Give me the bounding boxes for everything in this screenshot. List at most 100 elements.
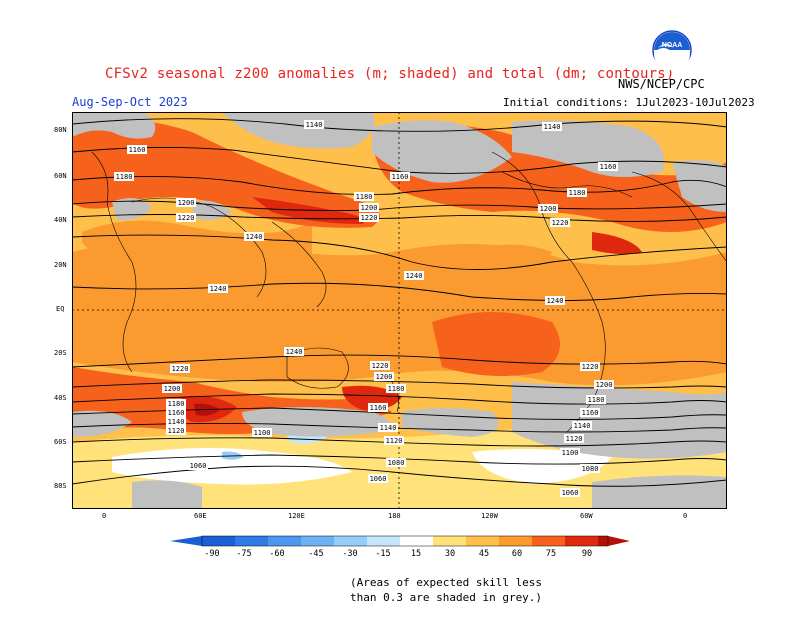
contour-label: 1240 xyxy=(404,271,424,280)
svg-text:1060: 1060 xyxy=(190,462,207,470)
contour-label: 1080 xyxy=(580,464,600,473)
lat-label: 60N xyxy=(54,172,67,180)
svg-text:1200: 1200 xyxy=(361,204,378,212)
contour-label: 1140 xyxy=(572,421,592,430)
colorbar: -90 -75 -60 -45 -30 -15 15 30 45 60 75 9… xyxy=(170,535,630,559)
contour-label: 1100 xyxy=(252,428,272,437)
svg-text:1160: 1160 xyxy=(600,163,617,171)
svg-text:1120: 1120 xyxy=(168,427,185,435)
colorbar-swatch xyxy=(202,536,235,546)
svg-text:1160: 1160 xyxy=(168,409,185,417)
contour-label: 1220 xyxy=(176,213,196,222)
svg-text:1240: 1240 xyxy=(246,233,263,241)
contour-label: 1120 xyxy=(166,426,186,435)
svg-text:1200: 1200 xyxy=(540,205,557,213)
eurasia-anomaly-strong xyxy=(72,118,380,228)
contour-label: 1220 xyxy=(359,213,379,222)
svg-text:1240: 1240 xyxy=(210,285,227,293)
svg-text:1160: 1160 xyxy=(392,173,409,181)
asia-anomaly xyxy=(82,220,312,267)
contour-label: 1220 xyxy=(580,362,600,371)
svg-text:1140: 1140 xyxy=(380,424,397,432)
contour-label: 1180 xyxy=(166,399,186,408)
contour-label: 1220 xyxy=(550,218,570,227)
lat-label: 40N xyxy=(54,216,67,224)
lon-label: 0 xyxy=(683,512,688,520)
tropical-anomaly xyxy=(72,238,727,386)
lat-label: EQ xyxy=(56,305,65,313)
contour-label: 1120 xyxy=(384,436,404,445)
contour-label: 1200 xyxy=(538,204,558,213)
contour-label: 1140 xyxy=(542,122,562,131)
svg-text:1120: 1120 xyxy=(386,437,403,445)
colorbar-swatch xyxy=(499,536,532,546)
svg-text:1160: 1160 xyxy=(129,146,146,154)
lon-label: 120W xyxy=(481,512,498,520)
skill-note-line2: than 0.3 are shaded in grey.) xyxy=(350,591,543,604)
contour-label: 1060 xyxy=(560,488,580,497)
svg-text:NOAA: NOAA xyxy=(662,42,683,49)
svg-text:1180: 1180 xyxy=(168,400,185,408)
season-label: Aug-Sep-Oct 2023 xyxy=(72,95,188,109)
svg-text:1220: 1220 xyxy=(172,365,189,373)
svg-text:1200: 1200 xyxy=(596,381,613,389)
svg-text:1140: 1140 xyxy=(574,422,591,430)
svg-text:1240: 1240 xyxy=(286,348,303,356)
lon-label: 180 xyxy=(388,512,401,520)
contour-label: 1200 xyxy=(594,380,614,389)
contour-label: 1160 xyxy=(127,145,147,154)
contour-label: 1080 xyxy=(386,458,406,467)
lat-label: 20S xyxy=(54,349,67,357)
svg-text:1180: 1180 xyxy=(588,396,605,404)
contour-label: 1200 xyxy=(374,372,394,381)
colorbar-swatch xyxy=(565,536,598,546)
svg-text:1200: 1200 xyxy=(178,199,195,207)
lat-label: 40S xyxy=(54,394,67,402)
noaa-logo-icon: NOAA xyxy=(652,30,692,70)
svg-text:1220: 1220 xyxy=(582,363,599,371)
colorbar-swatch xyxy=(301,536,334,546)
colorbar-swatch xyxy=(400,536,433,546)
svg-text:1140: 1140 xyxy=(306,121,323,129)
map-title: CFSv2 seasonal z200 anomalies (m; shaded… xyxy=(105,66,675,82)
initial-conditions-label: Initial conditions: 1Jul2023-10Jul2023 xyxy=(503,96,755,109)
svg-text:1220: 1220 xyxy=(361,214,378,222)
contour-label: 1220 xyxy=(170,364,190,373)
svg-text:1060: 1060 xyxy=(562,489,579,497)
svg-text:1100: 1100 xyxy=(254,429,271,437)
colorbar-swatch xyxy=(433,536,466,546)
contour-label: 1180 xyxy=(386,384,406,393)
contour-labels: 1140 1140 1160 1160 1160 1180 1180 1180 xyxy=(114,120,618,497)
colorbar-tick: -30 xyxy=(342,549,357,559)
lon-label: 60E xyxy=(194,512,207,520)
colorbar-tick: 60 xyxy=(512,549,522,559)
contour-label: 1140 xyxy=(304,120,324,129)
colorbar-tick: 90 xyxy=(582,549,592,559)
colorbar-tick: -15 xyxy=(375,549,390,559)
contour-label: 1160 xyxy=(368,403,388,412)
svg-text:1120: 1120 xyxy=(566,435,583,443)
contour-label: 1220 xyxy=(370,361,390,370)
contour-label: 1200 xyxy=(162,384,182,393)
svg-text:1220: 1220 xyxy=(552,219,569,227)
svg-text:1140: 1140 xyxy=(544,123,561,131)
skill-note-line1: (Areas of expected skill less xyxy=(350,576,543,589)
contour-label: 1240 xyxy=(244,232,264,241)
colorbar-tick: 45 xyxy=(479,549,489,559)
svg-text:1180: 1180 xyxy=(388,385,405,393)
colorbar-tick: 30 xyxy=(445,549,455,559)
contour-label: 1160 xyxy=(580,408,600,417)
colorbar-outline xyxy=(201,535,609,547)
colorbar-tick: -75 xyxy=(236,549,251,559)
lon-label: 0 xyxy=(102,512,107,520)
colorbar-tick: 15 xyxy=(411,549,421,559)
colorbar-tick: -45 xyxy=(308,549,323,559)
contour-label: 1140 xyxy=(166,417,186,426)
colorbar-tick: -90 xyxy=(204,549,219,559)
svg-text:1180: 1180 xyxy=(569,189,586,197)
svg-text:1180: 1180 xyxy=(116,173,133,181)
antarctic-neutral-west xyxy=(112,448,352,485)
contour-label: 1160 xyxy=(390,172,410,181)
contour-label: 1160 xyxy=(166,408,186,417)
colorbar-swatch xyxy=(532,536,565,546)
